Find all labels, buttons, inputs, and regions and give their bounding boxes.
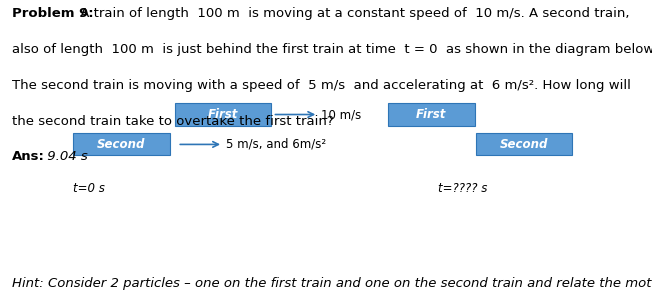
Text: Ans:: Ans: [12,150,44,162]
Text: The second train is moving with a speed of  5 m/s  and accelerating at  6 m/s². : The second train is moving with a speed … [12,79,630,92]
Text: Hint: Consider 2 particles – one on the first train and one on the second train : Hint: Consider 2 particles – one on the … [12,277,652,289]
FancyBboxPatch shape [388,103,475,126]
Text: 9.04 s: 9.04 s [43,150,88,162]
FancyBboxPatch shape [73,133,170,155]
Text: 5 m/s, and 6m/s²: 5 m/s, and 6m/s² [226,138,326,151]
Text: First: First [208,108,238,121]
Text: t=0 s: t=0 s [73,182,105,195]
Text: Second: Second [97,138,145,151]
Text: First: First [416,108,447,121]
Text: t=???? s: t=???? s [438,182,488,195]
Text: 10 m/s: 10 m/s [321,108,361,121]
Text: A train of length  100 m  is moving at a constant speed of  10 m/s. A second tra: A train of length 100 m is moving at a c… [76,7,629,20]
FancyBboxPatch shape [476,133,572,155]
FancyBboxPatch shape [175,103,271,126]
Text: the second train take to overtake the first train?: the second train take to overtake the fi… [12,115,333,128]
Text: also of length  100 m  is just behind the first train at time  t = 0  as shown i: also of length 100 m is just behind the … [12,43,652,56]
Text: Problem 9:: Problem 9: [12,7,93,20]
Text: Second: Second [500,138,548,151]
